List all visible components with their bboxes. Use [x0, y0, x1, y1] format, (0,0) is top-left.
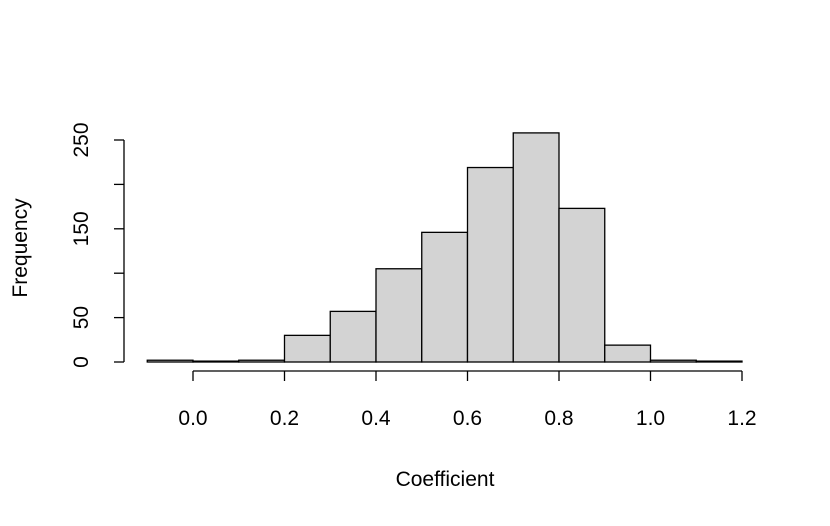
histogram-bar: [283, 334, 331, 363]
x-tick-label: 1.0: [636, 407, 665, 430]
y-tick-label: 50: [70, 306, 93, 329]
y-tick-label: 250: [70, 122, 93, 157]
x-tick-label: 0.8: [544, 407, 573, 430]
y-axis: 0 50 150 250: [70, 122, 125, 368]
x-tick-label: 0.2: [270, 407, 299, 430]
x-ticks: 0.0 0.2 0.4 0.6 0.8 1.0 1.2: [178, 371, 757, 430]
histogram-bar: [649, 359, 697, 363]
histogram-bar: [695, 360, 743, 363]
y-tick-label: 0: [70, 356, 93, 368]
bars-group: [146, 132, 743, 363]
x-tick-label: 0.4: [361, 407, 391, 430]
histogram-bar: [329, 310, 377, 363]
x-axis-title: Coefficient: [396, 468, 495, 491]
x-tick-label: 0.0: [178, 407, 207, 430]
x-tick-label: 1.2: [727, 407, 756, 430]
histogram-bar: [512, 132, 560, 363]
y-tick-label: 150: [70, 211, 93, 246]
histogram-bar: [146, 359, 194, 363]
x-axis: 0.0 0.2 0.4 0.6 0.8 1.0 1.2: [178, 370, 757, 430]
histogram-bar: [604, 344, 652, 363]
histogram-bar: [238, 359, 286, 363]
y-axis-title: Frequency: [9, 198, 32, 298]
histogram-bar: [421, 231, 469, 363]
histogram-bar: [466, 166, 514, 363]
histogram-bar: [558, 207, 606, 363]
y-ticks: 0 50 150 250: [70, 122, 124, 368]
histogram-bar: [192, 360, 240, 363]
x-tick-label: 0.6: [453, 407, 482, 430]
histogram-bar: [375, 268, 423, 363]
